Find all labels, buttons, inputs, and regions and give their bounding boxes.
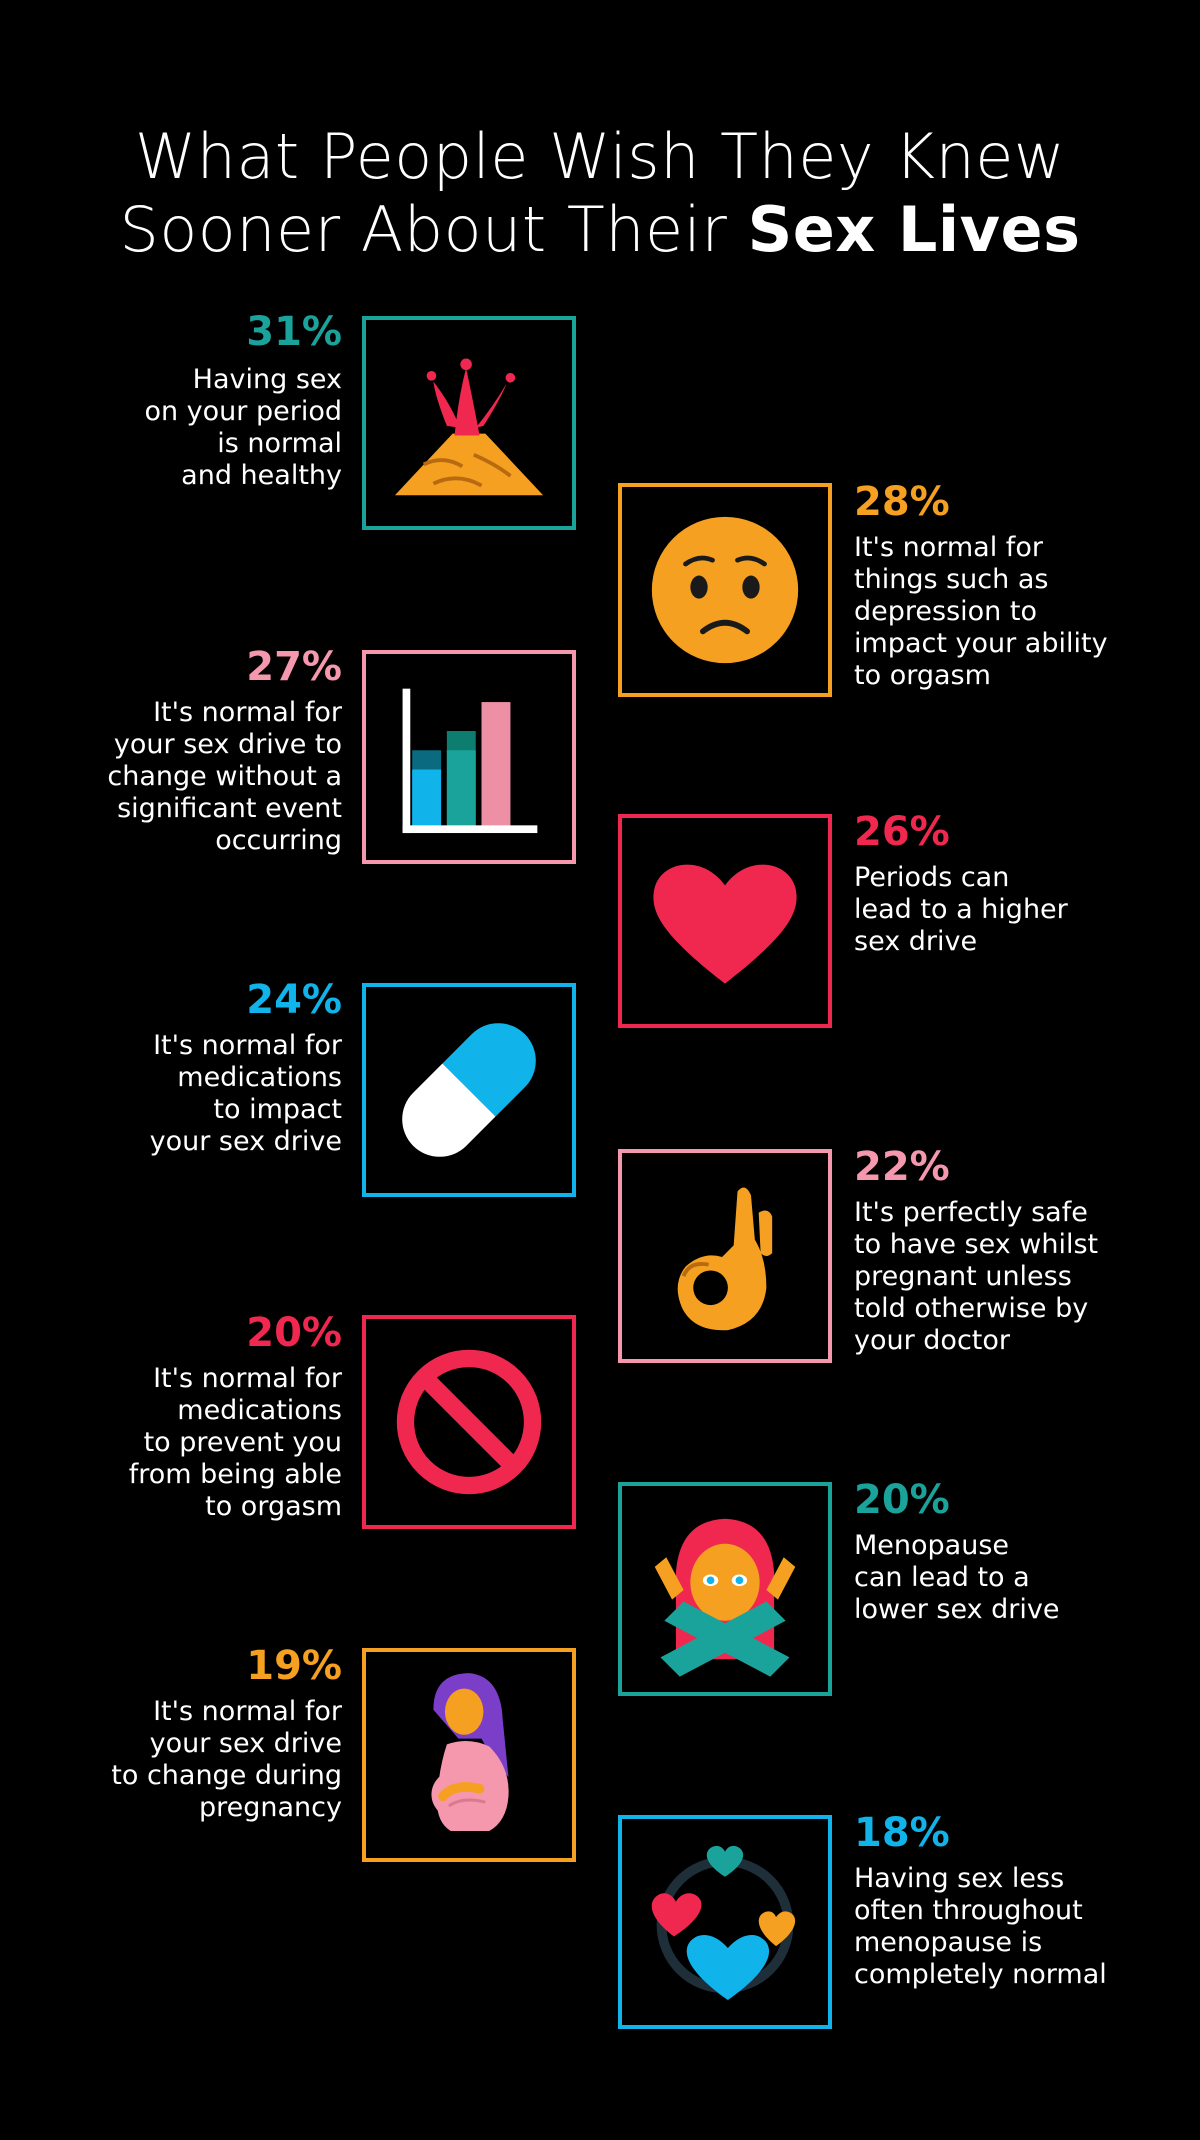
stat-description: It's normal for your sex drive to change d…: [111, 1696, 342, 1823]
title-line-2: Sooner About Their Sex Lives: [0, 193, 1200, 266]
stat-description: It's normal for medications to prevent you…: [128, 1363, 342, 1522]
ok-hand-icon: [618, 1149, 832, 1363]
stat-percent: 22%: [854, 1144, 950, 1190]
stat-percent: 24%: [246, 977, 342, 1023]
stat-percent: 28%: [854, 479, 950, 525]
prohibited-icon: [362, 1315, 576, 1529]
stat-description: It's normal for your sex drive to change w…: [107, 697, 342, 856]
bar-chart-icon: [362, 650, 576, 864]
stat-percent: 18%: [854, 1810, 950, 1856]
worried-face-icon: [618, 483, 832, 697]
stat-percent: 27%: [246, 644, 342, 690]
stat-percent: 31%: [246, 309, 342, 355]
page-title: What People Wish They Knew Sooner About …: [0, 120, 1200, 266]
stat-description: Having sex on your period is normal and hea…: [144, 364, 342, 491]
pill-icon: [362, 983, 576, 1197]
stat-percent: 20%: [854, 1477, 950, 1523]
revolving-hearts-icon: [618, 1815, 832, 2029]
stat-description: It's normal for medications to impact your …: [149, 1030, 342, 1157]
title-line-2-bold: Sex Lives: [747, 192, 1081, 266]
stat-description: Menopause can lead to a lower sex drive: [854, 1530, 1060, 1625]
pregnant-woman-icon: [362, 1648, 576, 1862]
stat-description: It's normal for things such as depression …: [854, 532, 1108, 691]
woman-crossed-arms-icon: [618, 1482, 832, 1696]
title-line-2-prefix: Sooner About Their: [119, 192, 748, 266]
stat-percent: 19%: [246, 1643, 342, 1689]
title-line-1: What People Wish They Knew: [134, 119, 1066, 193]
volcano-icon: [362, 316, 576, 530]
heart-icon: [618, 814, 832, 1028]
stat-percent: 20%: [246, 1310, 342, 1356]
stat-description: Having sex less often throughout menopause…: [854, 1863, 1107, 1990]
stat-description: Periods can lead to a higher sex drive: [854, 862, 1068, 957]
stat-percent: 26%: [854, 809, 950, 855]
stat-description: It's perfectly safe to have sex whilst pre…: [854, 1197, 1099, 1356]
